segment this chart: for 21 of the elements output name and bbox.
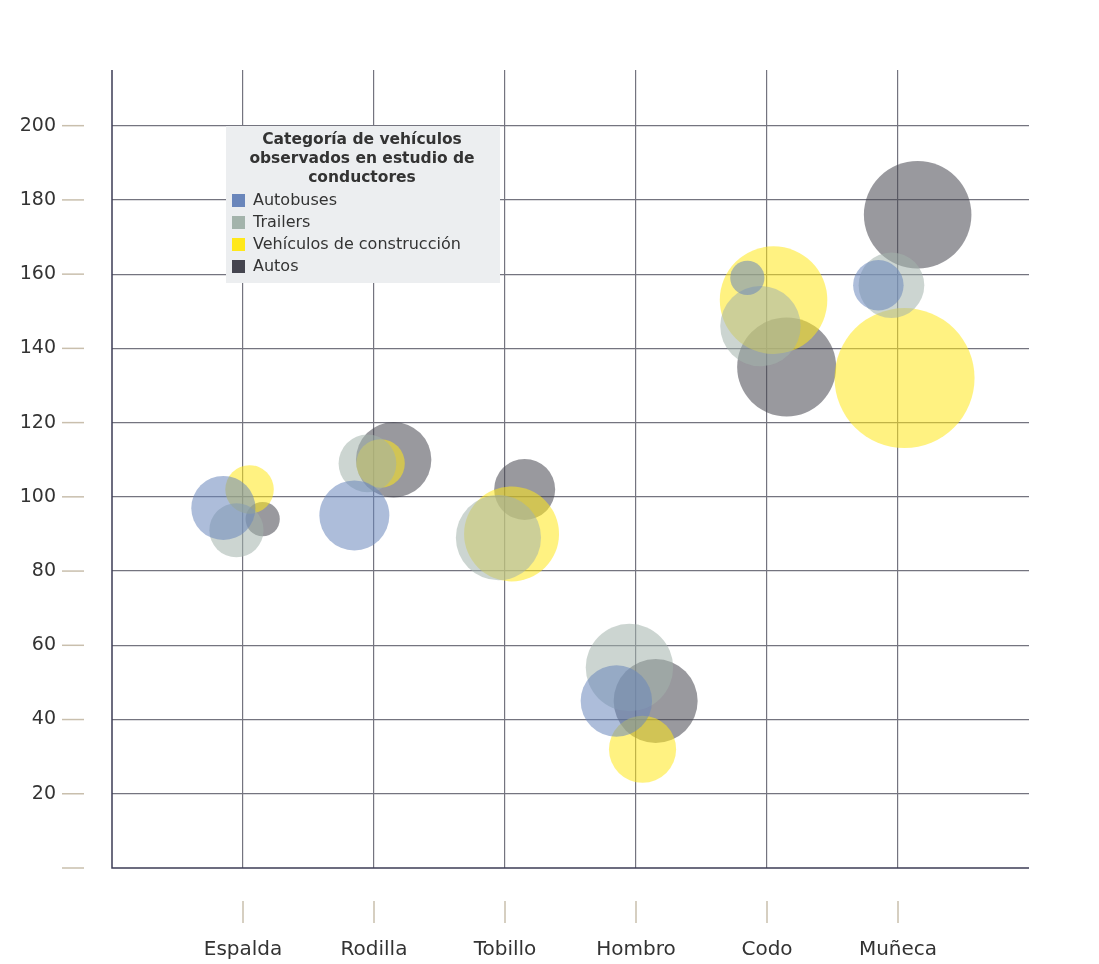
x-tick-label: Espalda <box>203 936 283 961</box>
y-tick-label: 140 <box>19 335 56 358</box>
x-tick-label: Rodilla <box>340 936 408 961</box>
legend-title: Categoría de vehículos observados en estudio de conductores <box>248 130 476 187</box>
x-tick-label: Codo <box>741 936 793 961</box>
y-tick-label: 40 <box>31 706 56 729</box>
y-tick-label: 180 <box>19 186 56 209</box>
x-tick-label: Muñeca <box>858 936 938 961</box>
legend-label: Trailers <box>253 211 311 233</box>
y-tick-label: 100 <box>19 483 56 506</box>
y-tick-label: 20 <box>31 780 56 803</box>
y-tick-label: 80 <box>31 558 56 581</box>
legend-label: Autos <box>253 255 299 277</box>
x-tick-label: Hombro <box>596 936 676 961</box>
y-tick-label: 200 <box>19 112 56 135</box>
y-tick-label: 120 <box>19 409 56 432</box>
x-tick-label: Tobillo <box>472 936 537 961</box>
y-tick-label: 160 <box>19 261 56 284</box>
legend-label: Vehículos de construcción <box>253 233 461 255</box>
y-tick-label: 60 <box>31 632 56 655</box>
legend-label: Autobuses <box>253 189 337 211</box>
